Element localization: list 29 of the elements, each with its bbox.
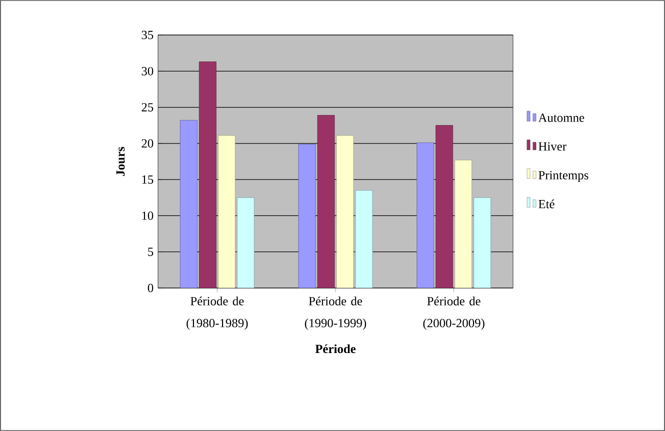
bar [180, 120, 198, 288]
bar [218, 135, 236, 288]
bar [317, 115, 335, 288]
x-tick-label: Période de (2000-2009) [423, 296, 484, 330]
y-tick-label: 0 [148, 284, 154, 292]
legend-label: Eté [538, 200, 554, 208]
bar [474, 197, 492, 288]
x-axis-title: Période [315, 344, 356, 354]
x-tick-label: Période de (1990-1999) [304, 296, 366, 330]
y-tick-label: 20 [142, 139, 154, 148]
y-tick-label: 15 [142, 175, 154, 184]
y-tick-label: 10 [142, 212, 154, 220]
legend-label: Hiver [538, 142, 566, 151]
y-tick-label: 30 [142, 66, 154, 76]
y-tick-label: 25 [142, 103, 154, 112]
legend-label: Automne [538, 114, 584, 122]
bar [454, 160, 472, 288]
bar [336, 135, 354, 288]
bar [236, 197, 254, 288]
y-tick-label: 35 [142, 30, 154, 40]
bar [298, 144, 316, 288]
bar [355, 190, 373, 288]
y-tick-label: 5 [148, 248, 154, 256]
bar [416, 142, 434, 288]
legend-label: Printemps [538, 171, 588, 182]
bar [198, 62, 216, 288]
y-axis-title: Jours [116, 146, 125, 176]
x-tick-label: Période de (1980-1989) [186, 296, 248, 330]
bar [436, 125, 454, 288]
